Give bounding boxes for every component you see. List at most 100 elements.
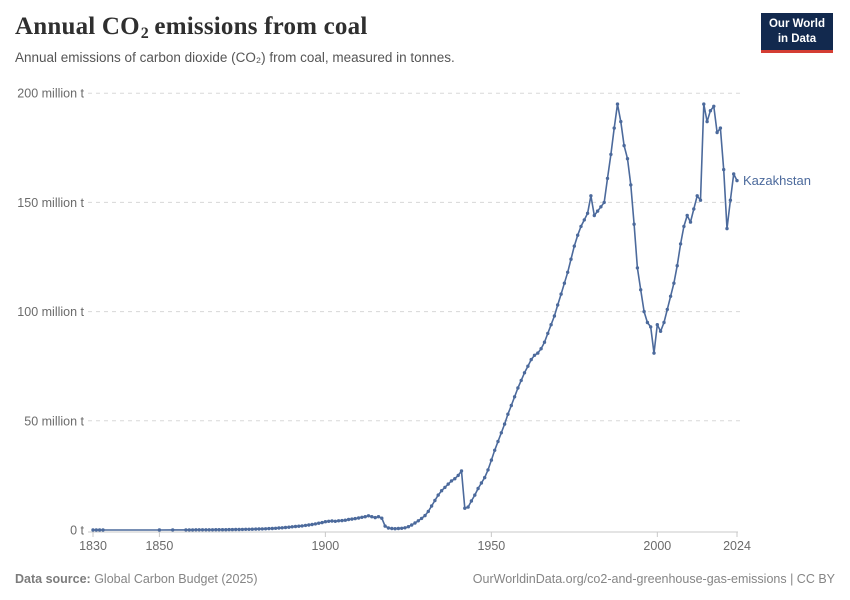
data-point-marker[interactable] <box>267 526 271 531</box>
data-point-marker[interactable] <box>562 281 567 285</box>
data-point-marker[interactable] <box>595 209 600 213</box>
data-point-marker[interactable] <box>685 213 689 218</box>
data-point-marker[interactable] <box>605 176 610 181</box>
data-point-marker[interactable] <box>247 527 251 531</box>
data-point-marker[interactable] <box>254 527 258 531</box>
data-point-marker[interactable] <box>665 307 669 312</box>
data-point-marker[interactable] <box>695 194 699 198</box>
data-point-marker[interactable] <box>589 194 593 198</box>
data-point-marker[interactable] <box>310 522 314 527</box>
data-point-marker[interactable] <box>227 527 231 532</box>
data-point-marker[interactable] <box>293 524 298 529</box>
data-point-marker[interactable] <box>459 469 464 473</box>
data-point-marker[interactable] <box>320 520 324 525</box>
data-point-marker[interactable] <box>698 198 703 202</box>
data-point-marker[interactable] <box>708 109 713 113</box>
data-point-marker[interactable] <box>416 519 420 523</box>
data-point-marker[interactable] <box>260 527 264 531</box>
data-point-marker[interactable] <box>688 220 693 224</box>
data-point-marker[interactable] <box>668 294 673 298</box>
data-point-marker[interactable] <box>200 528 205 532</box>
data-point-marker[interactable] <box>502 422 507 426</box>
data-point-marker[interactable] <box>413 521 417 525</box>
data-point-marker[interactable] <box>273 526 278 530</box>
data-point-marker[interactable] <box>486 468 490 472</box>
data-point-marker[interactable] <box>336 519 341 523</box>
data-point-marker[interactable] <box>536 351 540 355</box>
data-point-marker[interactable] <box>625 157 630 161</box>
data-point-marker[interactable] <box>230 527 235 532</box>
data-point-marker[interactable] <box>297 524 301 528</box>
data-point-marker[interactable] <box>366 514 371 518</box>
data-point-marker[interactable] <box>204 528 208 532</box>
data-point-marker[interactable] <box>419 516 424 521</box>
data-point-marker[interactable] <box>715 130 719 135</box>
data-point-marker[interactable] <box>240 527 245 532</box>
data-point-marker[interactable] <box>566 270 570 274</box>
data-point-marker[interactable] <box>728 198 733 202</box>
data-point-marker[interactable] <box>549 323 553 327</box>
data-point-marker[interactable] <box>360 515 364 519</box>
data-point-marker[interactable] <box>556 303 560 307</box>
data-point-marker[interactable] <box>210 528 215 532</box>
data-point-marker[interactable] <box>97 528 102 532</box>
data-point-marker[interactable] <box>370 515 374 519</box>
data-point-marker[interactable] <box>552 314 557 318</box>
data-point-marker[interactable] <box>270 526 274 531</box>
data-point-marker[interactable] <box>353 516 357 521</box>
data-point-marker[interactable] <box>735 178 739 183</box>
data-point-marker[interactable] <box>346 517 351 522</box>
data-point-marker[interactable] <box>456 473 460 478</box>
data-point-marker[interactable] <box>629 183 633 187</box>
data-point-marker[interactable] <box>489 458 494 462</box>
data-point-marker[interactable] <box>184 528 188 532</box>
data-point-marker[interactable] <box>652 351 656 355</box>
data-point-marker[interactable] <box>732 172 736 176</box>
data-point-marker[interactable] <box>725 226 729 231</box>
data-point-marker[interactable] <box>632 222 636 226</box>
data-point-marker[interactable] <box>217 528 221 532</box>
data-point-marker[interactable] <box>340 518 344 523</box>
data-point-marker[interactable] <box>157 528 162 532</box>
data-point-marker[interactable] <box>439 489 444 493</box>
data-point-marker[interactable] <box>403 526 407 530</box>
data-point-marker[interactable] <box>250 527 254 531</box>
data-point-marker[interactable] <box>406 525 411 529</box>
data-point-marker[interactable] <box>290 525 294 529</box>
data-point-marker[interactable] <box>658 329 663 333</box>
data-point-marker[interactable] <box>390 526 394 531</box>
data-point-marker[interactable] <box>187 528 191 532</box>
data-point-marker[interactable] <box>234 527 238 532</box>
emissions-line[interactable] <box>92 103 738 531</box>
data-point-marker[interactable] <box>363 515 367 519</box>
data-point-marker[interactable] <box>443 485 447 490</box>
data-point-marker[interactable] <box>410 523 414 527</box>
data-point-marker[interactable] <box>453 477 457 481</box>
data-point-marker[interactable] <box>516 386 520 390</box>
data-point-marker[interactable] <box>519 378 523 383</box>
data-point-marker[interactable] <box>101 528 105 532</box>
data-point-marker[interactable] <box>423 513 427 518</box>
data-point-marker[interactable] <box>277 526 281 530</box>
data-point-marker[interactable] <box>207 528 211 532</box>
data-point-marker[interactable] <box>429 504 434 508</box>
data-point-marker[interactable] <box>585 211 590 215</box>
data-point-marker[interactable] <box>396 526 401 531</box>
data-point-marker[interactable] <box>682 224 686 229</box>
data-point-marker[interactable] <box>479 481 484 485</box>
owid-url-link[interactable]: OurWorldinData.org/co2-and-greenhouse-ga… <box>472 572 787 586</box>
data-point-marker[interactable] <box>220 528 225 532</box>
data-point-marker[interactable] <box>94 528 99 532</box>
data-point-marker[interactable] <box>509 403 513 408</box>
data-point-marker[interactable] <box>672 281 676 285</box>
data-point-marker[interactable] <box>526 364 530 368</box>
data-point-marker[interactable] <box>257 527 261 531</box>
data-point-marker[interactable] <box>702 102 706 106</box>
data-point-marker[interactable] <box>493 448 497 452</box>
data-point-marker[interactable] <box>599 205 603 209</box>
data-point-marker[interactable] <box>323 520 328 524</box>
data-point-marker[interactable] <box>615 102 620 106</box>
data-point-marker[interactable] <box>642 309 646 314</box>
data-point-marker[interactable] <box>576 233 580 237</box>
data-point-marker[interactable] <box>214 528 218 532</box>
